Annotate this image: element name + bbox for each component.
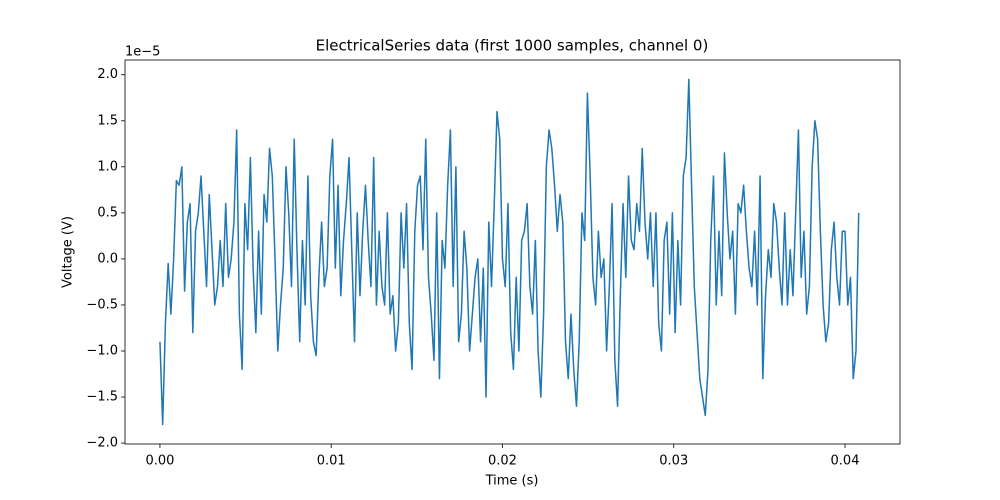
y-offset-label: 1e−5 — [125, 45, 160, 60]
x-tick-label: 0.01 — [317, 454, 346, 469]
y-tick-label: −1.5 — [86, 390, 118, 405]
x-tick-label: 0.04 — [831, 454, 860, 469]
x-tick-label: 0.03 — [659, 454, 688, 469]
axes-frame — [124, 59, 901, 445]
y-axis-label: Voltage (V) — [61, 216, 76, 288]
y-tick-label: 2.0 — [97, 67, 118, 82]
y-tick-label: 1.0 — [97, 159, 118, 174]
y-tick-label: 0.5 — [97, 205, 118, 220]
x-tick-label: 0.02 — [488, 454, 517, 469]
y-tick-label: 1.5 — [97, 113, 118, 128]
x-tick-label: 0.00 — [145, 454, 174, 469]
y-tick-label: −0.5 — [86, 297, 118, 312]
data-line — [159, 78, 860, 426]
y-tick-label: −2.0 — [86, 436, 118, 451]
y-tick-label: −1.0 — [86, 343, 118, 358]
chart-title: ElectricalSeries data (first 1000 sample… — [316, 37, 709, 55]
x-axis-label: Time (s) — [485, 474, 539, 489]
y-tick-label: 0.0 — [97, 251, 118, 266]
